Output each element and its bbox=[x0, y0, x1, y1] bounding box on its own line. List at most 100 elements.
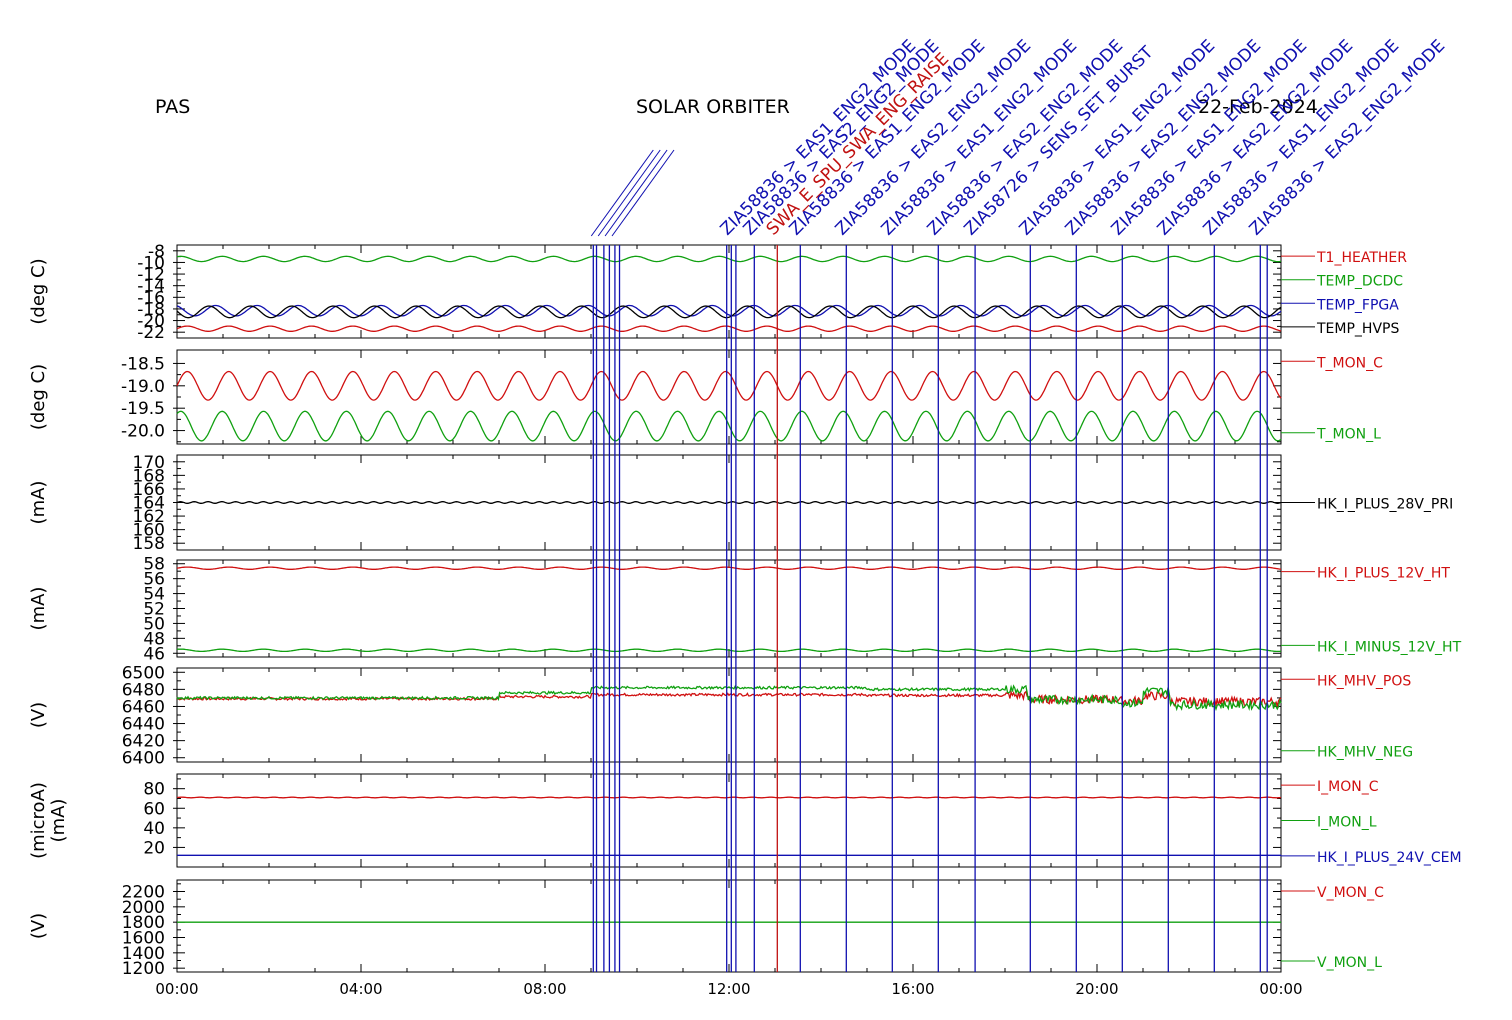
legend-label: V_MON_C bbox=[1317, 885, 1384, 901]
date-label: 22-Feb-2024 bbox=[1198, 96, 1318, 118]
series-line bbox=[176, 690, 1282, 709]
y-tick-label: 20 bbox=[143, 838, 165, 858]
legend-label: HK_I_PLUS_28V_PRI bbox=[1317, 497, 1453, 513]
y-tick-label: 1800 bbox=[122, 913, 165, 933]
x-tick-label: 12:00 bbox=[707, 980, 750, 998]
x-tick-label: 16:00 bbox=[891, 980, 934, 998]
series-line bbox=[176, 648, 1282, 653]
y-tick-label: 1200 bbox=[122, 959, 165, 979]
event-label-cluster bbox=[611, 149, 675, 237]
y-tick-label: 168 bbox=[133, 466, 165, 486]
y-tick-label: 160 bbox=[133, 521, 165, 541]
y-axis-label: (microA) bbox=[28, 782, 49, 859]
series-line bbox=[176, 684, 1282, 712]
legend-label: V_MON_L bbox=[1317, 955, 1382, 971]
series-line bbox=[176, 325, 1282, 332]
legend-label: I_MON_L bbox=[1317, 815, 1377, 831]
legend-label: HK_I_PLUS_24V_CEM bbox=[1317, 850, 1462, 866]
y-tick-label: 6500 bbox=[122, 663, 165, 683]
y-tick-label: -16 bbox=[137, 288, 165, 308]
event-label-cluster bbox=[604, 149, 668, 237]
y-tick-label: 6420 bbox=[122, 732, 165, 752]
y-tick-label: 1400 bbox=[122, 944, 165, 964]
panel-frame bbox=[176, 559, 1282, 658]
y-axis-label: (mA) bbox=[28, 587, 49, 631]
y-axis-label: (deg C) bbox=[28, 364, 49, 430]
mission-label: SOLAR ORBITER bbox=[636, 96, 790, 118]
y-tick-label: -22 bbox=[137, 323, 165, 343]
legend-label: TEMP_HVPS bbox=[1316, 321, 1399, 337]
y-tick-label: 60 bbox=[143, 799, 165, 819]
y-tick-label: 46 bbox=[143, 644, 165, 664]
y-axis-label-2: (mA) bbox=[48, 799, 69, 843]
y-tick-label: -14 bbox=[137, 277, 165, 297]
series-line bbox=[176, 796, 1282, 799]
panel-frame bbox=[176, 349, 1282, 445]
y-tick-label: 58 bbox=[143, 555, 165, 575]
series-line bbox=[176, 566, 1282, 570]
legend-label: I_MON_C bbox=[1317, 779, 1379, 795]
y-tick-label: 56 bbox=[143, 570, 165, 590]
y-tick-label: -8 bbox=[148, 242, 165, 262]
y-tick-label: 50 bbox=[143, 614, 165, 634]
y-tick-label: 80 bbox=[143, 780, 165, 800]
y-tick-label: 40 bbox=[143, 819, 165, 839]
x-tick-label: 00:00 bbox=[155, 980, 198, 998]
series-line bbox=[176, 304, 1282, 317]
x-tick-label: 08:00 bbox=[523, 980, 566, 998]
y-tick-label: 52 bbox=[143, 600, 165, 620]
y-tick-label: -18 bbox=[137, 300, 165, 320]
instrument-label: PAS bbox=[155, 96, 191, 118]
x-tick-label: 20:00 bbox=[1075, 980, 1118, 998]
y-tick-label: 1600 bbox=[122, 929, 165, 949]
series-line bbox=[176, 370, 1282, 401]
legend-label: T1_HEATHER bbox=[1316, 250, 1407, 266]
y-tick-label: -18.5 bbox=[121, 354, 165, 374]
legend-label: TEMP_DCDC bbox=[1316, 274, 1403, 290]
series-line bbox=[176, 501, 1282, 504]
event-label-cluster bbox=[597, 149, 661, 237]
y-tick-label: 164 bbox=[133, 494, 165, 514]
panel-0: -8-10-12-14-16-18-20-22 (deg C) T1_HEATHER… bbox=[28, 242, 1407, 343]
y-tick-label: 48 bbox=[143, 629, 165, 649]
panel-frame bbox=[176, 879, 1282, 973]
event-label-cluster bbox=[590, 149, 654, 237]
y-axis-label: (V) bbox=[28, 913, 49, 939]
legend-label: HK_MHV_NEG bbox=[1317, 745, 1413, 761]
y-tick-label: 2200 bbox=[122, 883, 165, 903]
y-tick-label: -12 bbox=[137, 265, 165, 285]
legend-label: HK_I_MINUS_12V_HT bbox=[1317, 639, 1462, 655]
y-tick-label: -10 bbox=[137, 253, 165, 273]
legend-label: T_MON_L bbox=[1316, 427, 1381, 443]
x-tick-label: 00:00 bbox=[1259, 980, 1302, 998]
y-tick-label: 6480 bbox=[122, 680, 165, 700]
y-axis-label: (mA) bbox=[28, 481, 49, 525]
legend-label: TEMP_FPGA bbox=[1316, 297, 1399, 313]
y-axis-label: (deg C) bbox=[28, 258, 49, 324]
y-tick-label: 166 bbox=[133, 480, 165, 500]
y-tick-label: 6460 bbox=[122, 697, 165, 717]
y-tick-label: -19.5 bbox=[121, 399, 165, 419]
panel-frame bbox=[176, 773, 1282, 868]
panel-1: -18.5 -19.0-19.5 -20.0 (deg C) T_MON_C T_MON_… bbox=[28, 349, 1383, 445]
y-tick-label: 6440 bbox=[122, 715, 165, 735]
y-tick-label: -20.0 bbox=[121, 422, 165, 442]
legend-label: HK_I_PLUS_12V_HT bbox=[1317, 566, 1450, 582]
y-tick-label: 6400 bbox=[122, 749, 165, 769]
y-tick-label: 2000 bbox=[122, 898, 165, 918]
legend-label: HK_MHV_POS bbox=[1317, 673, 1411, 689]
series-line bbox=[176, 410, 1282, 442]
x-tick-label: 04:00 bbox=[339, 980, 382, 998]
series-line bbox=[176, 305, 1282, 319]
y-tick-label: -19.0 bbox=[121, 377, 165, 397]
y-tick-label: 54 bbox=[143, 585, 165, 605]
y-tick-label: 170 bbox=[133, 453, 165, 473]
panel-frame bbox=[176, 667, 1282, 763]
y-tick-label: -20 bbox=[137, 312, 165, 332]
